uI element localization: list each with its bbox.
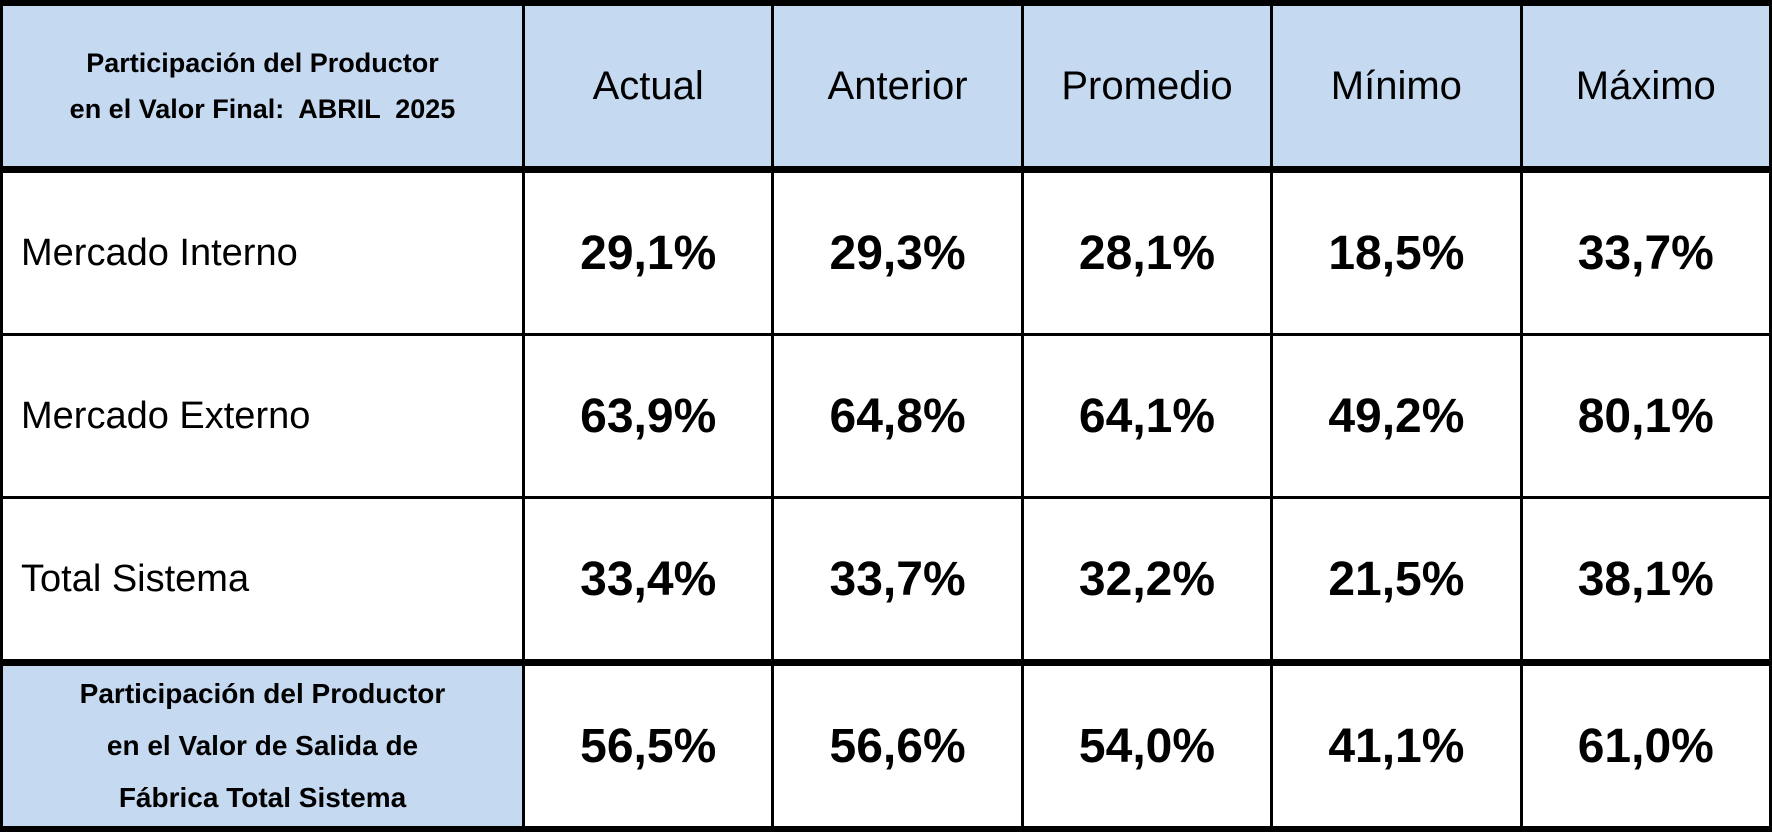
value-cell: 29,1% bbox=[521, 168, 775, 336]
column-header: Promedio bbox=[1020, 0, 1274, 173]
text-line: Participación del Productor bbox=[86, 48, 439, 78]
value-cell: 29,3% bbox=[771, 168, 1024, 336]
value-cell: 28,1% bbox=[1020, 168, 1274, 336]
text-line: Participación del Productor bbox=[79, 678, 446, 709]
header-row: Participación del Productor en el Valor F… bbox=[0, 0, 1772, 173]
text-line: Total Sistema bbox=[21, 557, 250, 600]
row-label: Total Sistema bbox=[0, 496, 525, 664]
value-cell: 49,2% bbox=[1270, 333, 1523, 499]
row-label: Mercado Externo bbox=[0, 333, 525, 499]
table-row: Participación del Productor en el Valor d… bbox=[0, 659, 1772, 832]
text-line: en el Valor Final: ABRIL 2025 bbox=[69, 94, 456, 124]
value-cell: 33,4% bbox=[521, 496, 775, 664]
value-cell: 41,1% bbox=[1270, 659, 1523, 832]
header-title: Participación del Productor en el Valor F… bbox=[0, 0, 525, 173]
column-header: Actual bbox=[521, 0, 775, 173]
table-row: Mercado Externo 63,9% 64,8% 64,1% 49,2% 80,1% bbox=[0, 333, 1772, 499]
column-header: Máximo bbox=[1519, 0, 1772, 173]
value-cell: 38,1% bbox=[1519, 496, 1772, 664]
row-label: Mercado Interno bbox=[0, 168, 525, 336]
value-cell: 21,5% bbox=[1270, 496, 1523, 664]
text-line: en el Valor de Salida de bbox=[106, 730, 419, 761]
value-cell: 56,5% bbox=[521, 659, 775, 832]
value-cell: 33,7% bbox=[1519, 168, 1772, 336]
value-cell: 80,1% bbox=[1519, 333, 1772, 499]
value-cell: 64,8% bbox=[771, 333, 1024, 499]
table-row: Mercado Interno 29,1% 29,3% 28,1% 18,5% 33,7% bbox=[0, 168, 1772, 336]
value-cell: 54,0% bbox=[1020, 659, 1274, 832]
row-label: Participación del Productor en el Valor d… bbox=[0, 659, 525, 832]
value-cell: 33,7% bbox=[771, 496, 1024, 664]
value-cell: 32,2% bbox=[1020, 496, 1274, 664]
text-line: Mercado Externo bbox=[21, 394, 311, 437]
table-row: Total Sistema 33,4% 33,7% 32,2% 21,5% 38,1% bbox=[0, 496, 1772, 664]
text-line: Mercado Interno bbox=[21, 231, 298, 274]
value-cell: 18,5% bbox=[1270, 168, 1523, 336]
value-cell: 63,9% bbox=[521, 333, 775, 499]
value-cell: 64,1% bbox=[1020, 333, 1274, 499]
text-line: Fábrica Total Sistema bbox=[118, 782, 407, 813]
column-header: Mínimo bbox=[1270, 0, 1523, 173]
column-header: Anterior bbox=[771, 0, 1024, 173]
value-cell: 61,0% bbox=[1519, 659, 1772, 832]
value-cell: 56,6% bbox=[771, 659, 1024, 832]
